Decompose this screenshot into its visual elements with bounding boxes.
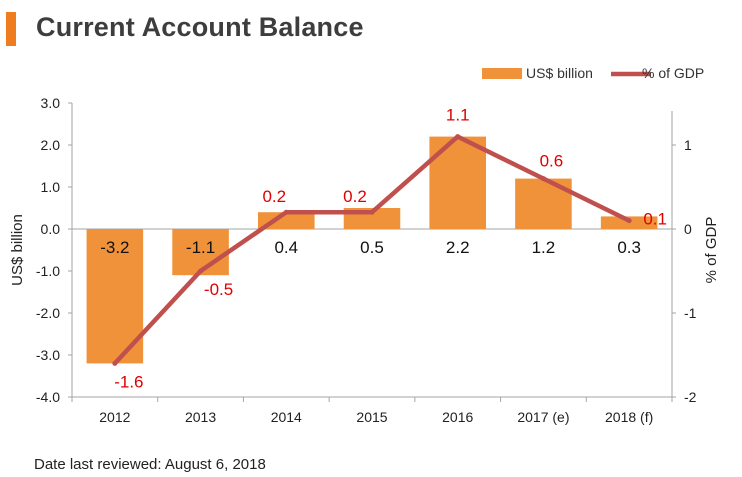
x-axis-tick-label: 2018 (f) [605,409,653,425]
bar-value-label: -3.2 [100,238,129,257]
bar-value-label: 0.5 [360,238,384,257]
left-axis-title: US$ billion [9,214,26,286]
legend-swatch-bars [482,68,522,79]
legend-label-line: % of GDP [642,65,704,81]
title-accent-bar [6,12,16,46]
left-axis-tick-label: 3.0 [41,95,61,111]
chart: 3.0 2.0 1.0 0.0 -1.0 -2.0 -3.0 -4.0 1 0 -1 -2 2012 20… [9,65,720,425]
bar-value-label: 2.2 [446,238,470,257]
left-axis-tick-label: -3.0 [36,347,60,363]
gdp-line-point [112,360,118,366]
gdp-line-point [198,268,204,274]
date-reviewed-note: Date last reviewed: August 6, 2018 [34,456,266,473]
bar [258,212,315,229]
left-axis-tick-label: -4.0 [36,389,60,405]
right-axis-tick-label: -1 [684,305,697,321]
left-axis-tick-label: 0.0 [41,221,61,237]
x-axis-tick-label: 2014 [271,409,302,425]
gdp-value-label: -1.6 [114,372,143,391]
chart-title: Current Account Balance [36,12,364,42]
left-axis-tick-label: -1.0 [36,263,60,279]
x-axis-tick-label: 2013 [185,409,216,425]
right-axis-tick-label: 0 [684,221,692,237]
legend-label-bars: US$ billion [526,65,593,81]
gdp-value-label: 0.1 [643,210,667,229]
x-axis-tick-label: 2016 [442,409,473,425]
right-axis-title: % of GDP [703,217,720,284]
left-axis-tick-label: -2.0 [36,305,60,321]
left-axis-tick-label: 2.0 [41,137,61,153]
bar-value-label: 0.3 [617,238,641,257]
bar-value-label: 1.2 [532,238,556,257]
gdp-line-point [540,176,546,182]
gdp-line-point [455,134,461,140]
gdp-line-point [369,209,375,215]
bar-value-label: 0.4 [274,238,298,257]
gdp-value-label: -0.5 [204,280,233,299]
gdp-value-label: 0.2 [343,187,367,206]
left-axis-tick-label: 1.0 [41,179,61,195]
gdp-value-label: 0.2 [262,187,286,206]
bar [172,229,229,276]
gdp-value-label: 1.1 [446,106,470,125]
right-axis-tick-label: -2 [684,389,697,405]
x-axis-tick-label: 2017 (e) [517,409,569,425]
gdp-line-point [626,218,632,224]
gdp-value-label: 0.6 [540,152,564,171]
right-axis-tick-label: 1 [684,137,692,153]
gdp-line-point [283,209,289,215]
x-axis-tick-label: 2012 [99,409,130,425]
bar [429,136,486,229]
x-axis-tick-label: 2015 [356,409,387,425]
bar-value-label: -1.1 [186,238,215,257]
